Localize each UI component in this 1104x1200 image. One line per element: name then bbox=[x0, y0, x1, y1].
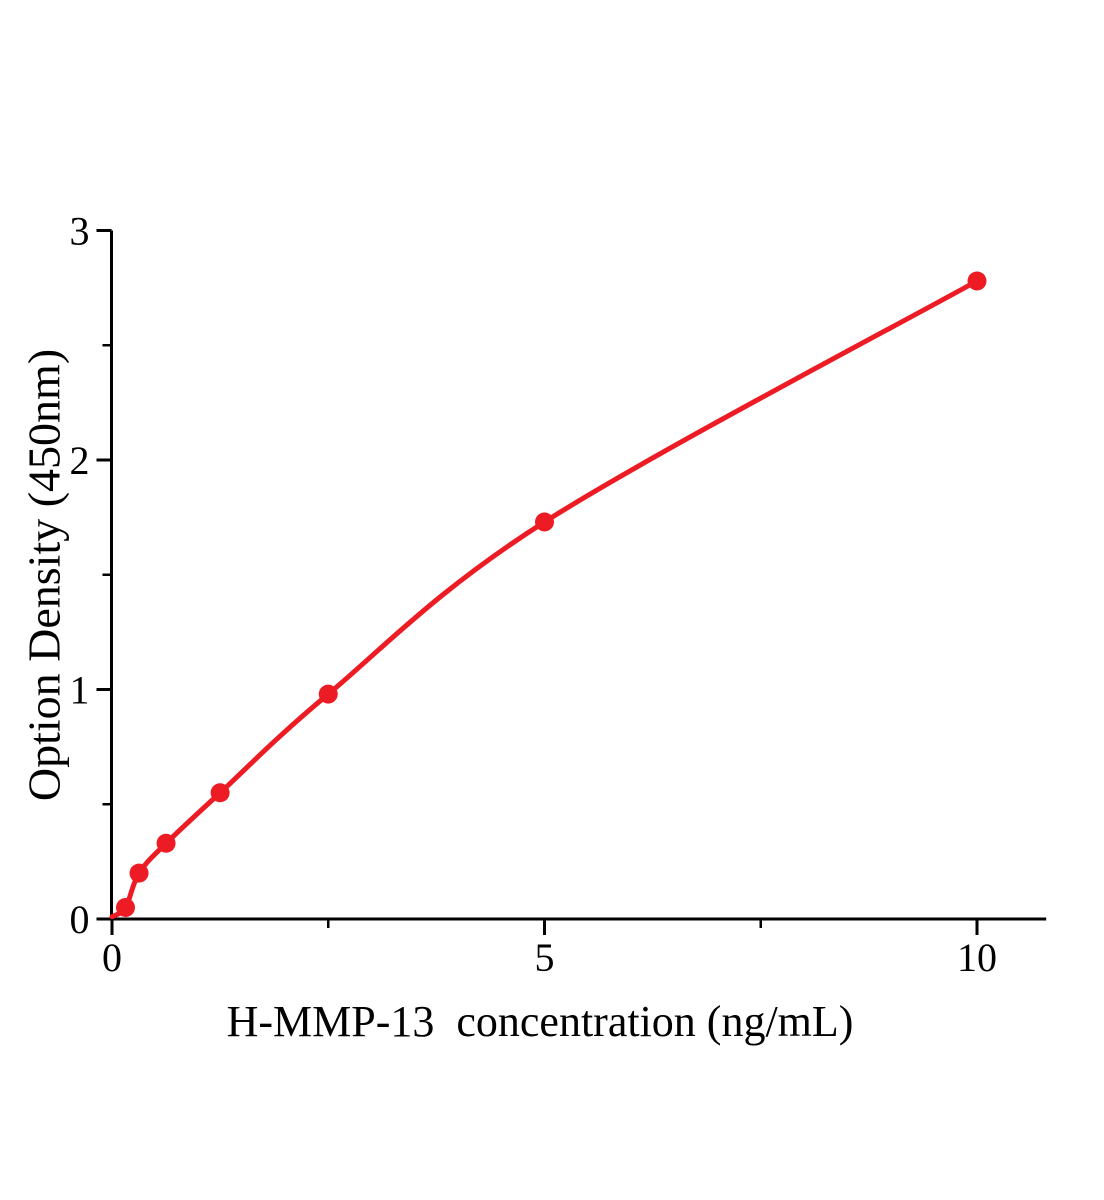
x-axis-title: H-MMP-13 concentration (ng/mL) bbox=[226, 997, 854, 1046]
y-tick-label: 0 bbox=[70, 897, 90, 942]
y-tick-label: 2 bbox=[70, 438, 90, 483]
y-tick-label: 1 bbox=[70, 668, 90, 713]
data-point-marker bbox=[318, 684, 338, 704]
data-point-marker bbox=[535, 512, 554, 532]
x-tick-label: 10 bbox=[957, 935, 997, 980]
fitted-curve bbox=[109, 278, 980, 920]
y-axis-title: Option Density (450nm) bbox=[18, 348, 70, 802]
y-tick-label: 3 bbox=[70, 209, 90, 254]
axis-spine bbox=[110, 230, 1047, 921]
data-point-marker bbox=[967, 271, 987, 291]
x-tick-label: 0 bbox=[102, 935, 122, 980]
data-point-marker bbox=[115, 898, 135, 918]
data-point-marker bbox=[129, 863, 149, 883]
data-point-marker bbox=[156, 833, 176, 853]
x-tick-label: 5 bbox=[535, 935, 555, 980]
data-point-marker bbox=[210, 783, 230, 803]
